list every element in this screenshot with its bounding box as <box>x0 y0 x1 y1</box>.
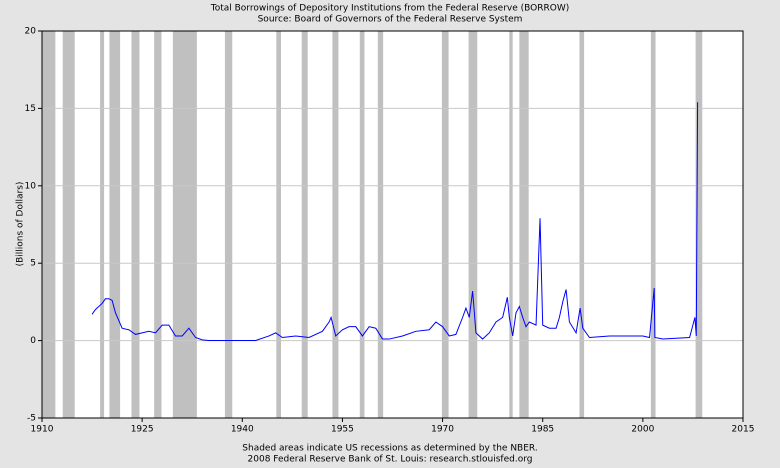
recession-band <box>695 31 703 418</box>
recession-band <box>301 31 308 418</box>
recession-band <box>109 31 121 418</box>
recession-band <box>276 31 282 418</box>
y-tick-label: 5 <box>30 259 36 269</box>
recession-band <box>359 31 365 418</box>
x-tick-label: 1925 <box>131 425 154 435</box>
recession-band <box>519 31 529 418</box>
recession-band <box>172 31 197 418</box>
x-tick-label: 2015 <box>732 425 755 435</box>
x-tick-label: 2000 <box>631 425 654 435</box>
recession-band <box>377 31 384 418</box>
x-tick-label: 1910 <box>31 425 54 435</box>
chart-title: Total Borrowings of Depository Instituti… <box>210 4 570 14</box>
recession-band <box>650 31 656 418</box>
recession-band <box>100 31 105 418</box>
y-tick-label: 20 <box>25 27 37 37</box>
y-tick-label: 0 <box>30 336 36 346</box>
recession-band <box>509 31 513 418</box>
recession-band <box>441 31 449 418</box>
x-tick-label: 1940 <box>231 425 254 435</box>
chart-subtitle: Source: Board of Governors of the Federa… <box>258 15 523 25</box>
plot-area <box>41 30 744 419</box>
y-tick-label: -5 <box>27 414 36 424</box>
note: Shaded areas indicate US recessions as d… <box>242 444 537 454</box>
recession-band <box>62 31 75 418</box>
data-line <box>91 102 699 341</box>
recession-band <box>154 31 162 418</box>
recession-band <box>131 31 140 418</box>
x-tick-label: 1970 <box>431 425 454 435</box>
plot-border <box>41 30 744 419</box>
y-tick-label: 10 <box>25 181 37 191</box>
recession-band <box>332 31 339 418</box>
y-axis-label: (Billions of Dollars) <box>16 182 26 267</box>
x-tick-label: 1955 <box>331 425 354 435</box>
recession-band <box>224 31 233 418</box>
recession-band <box>579 31 585 418</box>
recession-band <box>468 31 478 418</box>
note: 2008 Federal Reserve Bank of St. Louis: … <box>248 455 533 465</box>
recession-band <box>42 31 56 418</box>
y-tick-label: 15 <box>25 104 36 114</box>
x-tick-label: 1985 <box>531 425 554 435</box>
